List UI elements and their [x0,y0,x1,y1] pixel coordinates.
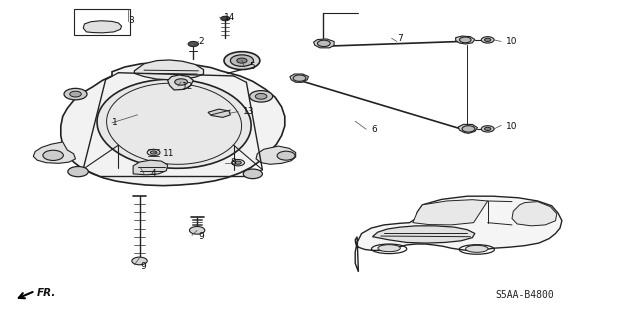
Text: 7: 7 [397,34,403,43]
Ellipse shape [466,245,488,252]
Polygon shape [168,75,193,90]
Circle shape [277,151,295,160]
Circle shape [250,91,273,102]
Text: 12: 12 [182,82,194,91]
Circle shape [317,40,330,47]
Circle shape [43,150,63,160]
Circle shape [255,93,267,99]
Polygon shape [133,160,168,175]
Text: 9: 9 [198,232,204,241]
Circle shape [481,126,494,132]
Circle shape [221,16,230,21]
Text: 8: 8 [230,158,236,167]
Circle shape [481,37,494,43]
Polygon shape [413,200,488,225]
Polygon shape [33,142,76,163]
Circle shape [237,58,247,63]
Polygon shape [290,74,308,82]
Polygon shape [314,39,334,48]
Circle shape [232,160,244,166]
Text: 1: 1 [112,118,118,127]
Polygon shape [83,21,122,33]
Polygon shape [456,36,475,44]
Polygon shape [61,62,285,186]
Polygon shape [256,146,296,164]
Circle shape [70,91,81,97]
Text: 5: 5 [250,63,255,71]
Text: 10: 10 [506,37,517,46]
Polygon shape [372,226,475,243]
Text: 14: 14 [224,13,236,22]
Polygon shape [355,196,562,272]
Text: 2: 2 [198,37,204,46]
Circle shape [68,167,88,177]
Text: FR.: FR. [37,288,56,298]
Circle shape [147,149,160,156]
Text: 13: 13 [243,107,255,116]
Circle shape [462,126,475,132]
Text: 11: 11 [163,149,175,158]
Text: 3: 3 [128,16,134,25]
Bar [74,9,130,35]
Circle shape [293,75,306,81]
Polygon shape [208,109,230,117]
Circle shape [224,52,260,70]
Circle shape [243,169,262,179]
Polygon shape [134,60,204,80]
Ellipse shape [97,79,251,168]
Circle shape [235,161,241,164]
Circle shape [484,38,491,41]
Polygon shape [512,202,557,226]
Ellipse shape [378,245,401,252]
Circle shape [150,151,157,154]
Circle shape [230,55,253,66]
Circle shape [64,88,87,100]
Circle shape [175,79,188,85]
Text: 9: 9 [141,262,147,271]
Text: S5AA-B4800: S5AA-B4800 [495,290,554,300]
Circle shape [189,226,205,234]
Circle shape [188,41,198,47]
Text: 10: 10 [506,122,517,130]
Circle shape [132,257,147,265]
Polygon shape [458,124,477,133]
Text: 6: 6 [371,125,377,134]
Circle shape [460,37,471,43]
Circle shape [484,127,491,130]
Text: 4: 4 [150,169,156,178]
